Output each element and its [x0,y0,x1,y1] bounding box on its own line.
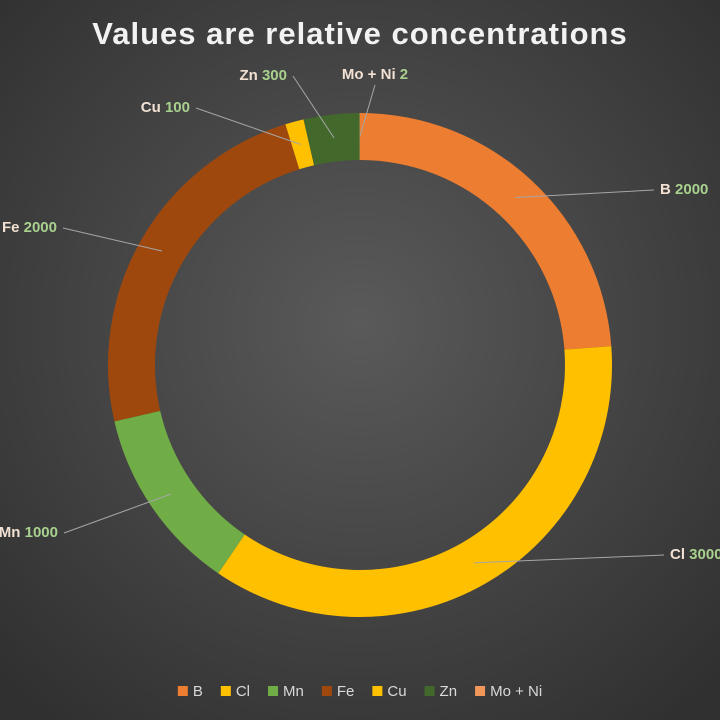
data-label: Mo + Ni 2 [342,66,408,83]
legend-label: Mo + Ni [490,683,542,700]
legend-label: Cu [387,683,406,700]
data-label-value: 100 [165,99,190,116]
legend-label: Mn [283,683,304,700]
data-label-name: Zn [239,67,257,84]
data-label-value: 2000 [24,219,57,236]
legend-swatch [475,686,486,696]
data-label-value: 1000 [25,524,58,541]
data-label-name: B [660,181,671,198]
data-label: Cl 3000 [670,546,720,563]
legend: B Cl Mn Fe Cu Zn Mo + Ni [177,683,542,700]
legend-label: Cl [236,683,250,700]
data-label-value: 2000 [675,181,708,198]
data-label: Zn 300 [239,67,287,84]
legend-swatch [220,686,231,696]
donut-slice [303,113,360,166]
leader-line [62,227,163,252]
data-label: Fe 2000 [2,219,57,236]
donut-slice [218,346,612,617]
leader-line [63,493,172,534]
leader-line [292,75,335,139]
leader-line [359,84,376,137]
data-label-name: Mo + Ni [342,66,396,83]
legend-swatch [268,686,279,696]
legend-label: Zn [440,683,458,700]
donut-slice [107,124,300,422]
data-label: Mn 1000 [0,524,58,541]
data-label-name: Fe [2,219,20,236]
data-label-value: 2 [400,66,408,83]
legend-swatch [424,686,435,696]
chart-title: Values are relative concentrations [92,16,627,51]
legend-label: Fe [337,683,355,700]
legend-label: B [193,683,203,700]
data-label: Cu 100 [141,99,190,116]
legend-swatch [321,686,332,696]
data-label-value: 3000 [689,546,720,563]
leader-line [474,554,665,564]
leader-line [195,107,301,145]
data-label-name: Mn [0,524,20,541]
data-label-name: Cu [141,99,161,116]
legend-swatch [177,686,188,696]
data-label: B 2000 [660,181,708,198]
donut-slice [114,410,245,574]
donut-slice [360,113,612,350]
leader-line [515,189,655,198]
data-label-name: Cl [670,546,685,563]
legend-swatch [372,686,383,696]
data-label-value: 300 [262,67,287,84]
